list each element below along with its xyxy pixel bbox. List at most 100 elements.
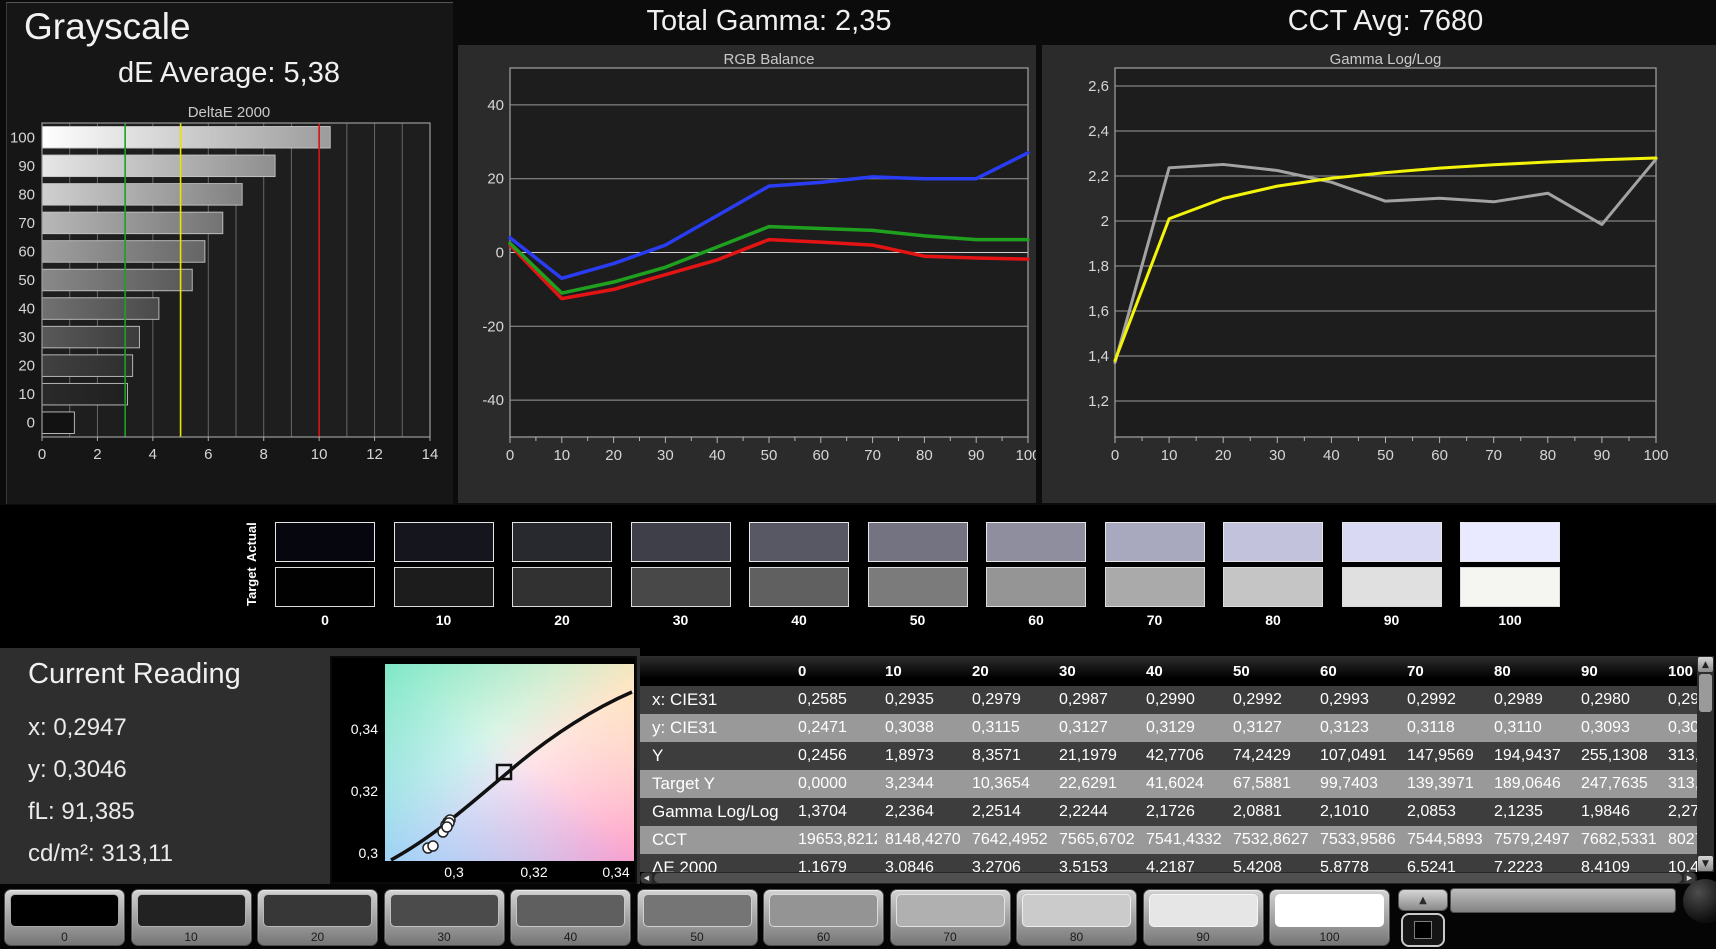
pattern-button-60[interactable]: 60 bbox=[763, 889, 884, 946]
scroll-down-icon[interactable]: ▼ bbox=[1698, 856, 1713, 871]
pattern-button-20[interactable]: 20 bbox=[257, 889, 378, 946]
pattern-button-40[interactable]: 40 bbox=[510, 889, 631, 946]
table-value-cell: 67,5881 bbox=[1233, 775, 1291, 792]
table-value-cell: 0,3093 bbox=[1581, 719, 1630, 736]
swatch-level-label: 100 bbox=[1498, 612, 1522, 628]
scroll-left-icon[interactable]: ◀ bbox=[641, 873, 652, 883]
pattern-label: 0 bbox=[61, 930, 68, 944]
table-value-cell: 99,7403 bbox=[1320, 775, 1378, 792]
target-swatch-10 bbox=[393, 567, 494, 607]
svg-text:6: 6 bbox=[204, 446, 212, 463]
table-value-cell: 8,4109 bbox=[1581, 859, 1630, 872]
pattern-button-50[interactable]: 50 bbox=[636, 889, 758, 946]
table-value-cell: 0,2990 bbox=[1146, 691, 1195, 708]
pattern-window-button[interactable] bbox=[1401, 913, 1445, 947]
table-row-CCT: CCT 19653,8212 8148,4270 7642,4952 7565,6702… bbox=[640, 826, 1697, 854]
swatch-level-label: 50 bbox=[909, 612, 926, 628]
swatch-level-label: 0 bbox=[321, 612, 329, 628]
pattern-label: 30 bbox=[437, 930, 451, 944]
pattern-window-up-button[interactable]: ▲ bbox=[1398, 889, 1448, 911]
svg-text:0: 0 bbox=[506, 447, 514, 464]
cie-markers-layer bbox=[390, 690, 633, 861]
table-value-cell: 3,2706 bbox=[972, 859, 1021, 872]
svg-text:100: 100 bbox=[10, 129, 35, 146]
actual-swatch-80 bbox=[1223, 522, 1323, 562]
table-value-cell: 2,2514 bbox=[972, 803, 1021, 820]
svg-text:0: 0 bbox=[1111, 447, 1119, 464]
table-row-Y: Y 0,2456 1,8973 8,3571 21,1979 42,7706 74,2429… bbox=[640, 742, 1697, 770]
table-horizontal-scrollbar[interactable]: ◀ ▶ bbox=[640, 872, 1697, 884]
svg-text:0: 0 bbox=[496, 245, 504, 262]
pattern-label: 10 bbox=[184, 930, 198, 944]
target-swatch-80 bbox=[1223, 567, 1323, 607]
table-value-cell: 107,0491 bbox=[1320, 747, 1387, 764]
cie-target-square bbox=[495, 763, 513, 781]
actual-swatch-100 bbox=[1460, 522, 1560, 562]
pattern-button-100[interactable]: 100 bbox=[1269, 889, 1390, 946]
svg-text:-20: -20 bbox=[482, 318, 504, 335]
table-value-cell: 7,2223 bbox=[1494, 859, 1543, 872]
table-value-cell: 2,1235 bbox=[1494, 803, 1543, 820]
table-col-header-50: 50 bbox=[1233, 662, 1250, 680]
cct-avg-title: CCT Avg: 7680 bbox=[1287, 5, 1484, 37]
measure-controls-strip bbox=[1450, 888, 1676, 913]
cie-x-tick: 0,34 bbox=[602, 864, 630, 880]
reading-y: y: 0,3046 bbox=[28, 756, 127, 783]
svg-text:2: 2 bbox=[1101, 213, 1109, 230]
horizontal-scroll-thumb[interactable] bbox=[654, 873, 1682, 883]
target-swatch-50 bbox=[867, 567, 968, 607]
pattern-button-80[interactable]: 80 bbox=[1016, 889, 1137, 946]
table-value-cell: 194,9437 bbox=[1494, 747, 1561, 764]
table-value-cell: 42,7706 bbox=[1146, 747, 1204, 764]
scroll-right-icon[interactable]: ▶ bbox=[1684, 873, 1695, 883]
scroll-up-icon[interactable]: ▲ bbox=[1698, 657, 1713, 672]
svg-text:30: 30 bbox=[657, 447, 674, 464]
svg-text:14: 14 bbox=[422, 446, 439, 463]
de-bar-10 bbox=[41, 382, 128, 406]
svg-text:40: 40 bbox=[487, 97, 504, 114]
de-bar-40 bbox=[41, 297, 160, 320]
table-value-cell: 7682,5331 bbox=[1581, 831, 1657, 848]
table-value-cell: 0,3110 bbox=[1494, 719, 1542, 736]
table-value-cell: 247,7635 bbox=[1581, 775, 1648, 792]
de-bar-70 bbox=[41, 211, 224, 235]
table-value-cell: 2,27 bbox=[1668, 803, 1697, 820]
pattern-label: 20 bbox=[310, 930, 325, 944]
table-col-header-40: 40 bbox=[1146, 662, 1163, 680]
table-value-cell: 2,0881 bbox=[1233, 803, 1282, 820]
table-value-cell: 22,6291 bbox=[1059, 775, 1117, 792]
vertical-scroll-thumb[interactable] bbox=[1699, 674, 1712, 712]
table-value-cell: 0,2993 bbox=[1320, 691, 1369, 708]
table-value-cell: 0,29 bbox=[1668, 691, 1697, 708]
actual-swatch-10 bbox=[393, 522, 494, 562]
svg-text:40: 40 bbox=[709, 447, 726, 464]
pattern-button-0[interactable]: 0 bbox=[4, 889, 125, 946]
svg-text:1,8: 1,8 bbox=[1088, 258, 1109, 275]
table-value-cell: 6,5241 bbox=[1407, 859, 1456, 872]
table-col-header-100: 100 bbox=[1668, 662, 1694, 680]
row-label: Target Y bbox=[652, 774, 716, 793]
table-value-cell: 0,3115 bbox=[972, 719, 1020, 736]
pattern-label: 80 bbox=[1069, 930, 1084, 944]
pattern-label: 90 bbox=[1196, 930, 1210, 944]
pattern-button-30[interactable]: 30 bbox=[383, 889, 505, 946]
svg-text:30: 30 bbox=[18, 329, 35, 346]
svg-text:2,2: 2,2 bbox=[1088, 168, 1109, 185]
table-value-cell: 2,1726 bbox=[1146, 803, 1195, 820]
pattern-button-10[interactable]: 10 bbox=[130, 889, 252, 946]
pattern-button-90[interactable]: 90 bbox=[1142, 889, 1264, 946]
table-value-cell: 0,2987 bbox=[1059, 691, 1108, 708]
svg-text:60: 60 bbox=[812, 447, 829, 464]
pattern-button-70[interactable]: 70 bbox=[889, 889, 1011, 946]
table-value-cell: 0,2935 bbox=[885, 691, 934, 708]
table-value-cell: 0,3127 bbox=[1059, 719, 1108, 736]
table-value-cell: 147,9569 bbox=[1407, 747, 1474, 764]
table-col-header-90: 90 bbox=[1581, 662, 1598, 680]
svg-text:12: 12 bbox=[366, 446, 383, 463]
de-bar-90 bbox=[41, 154, 276, 178]
table-vertical-scrollbar[interactable]: ▲ ▼ bbox=[1697, 656, 1714, 872]
svg-text:90: 90 bbox=[18, 158, 35, 175]
table-value-cell: 2,0853 bbox=[1407, 803, 1456, 820]
target-swatch-70 bbox=[1104, 567, 1205, 607]
table-value-cell: 0,3127 bbox=[1233, 719, 1282, 736]
